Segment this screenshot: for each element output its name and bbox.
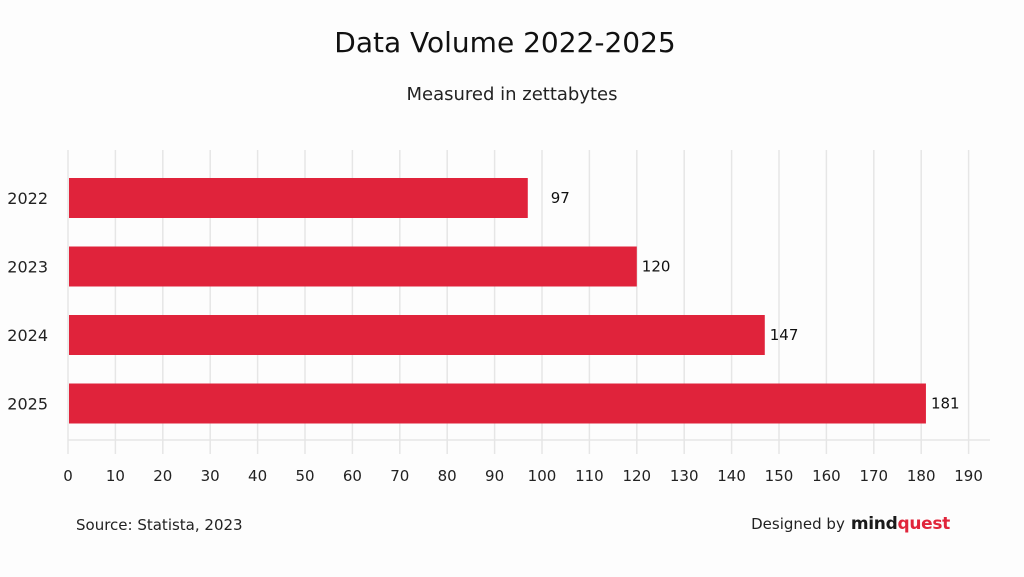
category-label: 2025	[7, 395, 48, 414]
x-tick-label: 120	[622, 467, 651, 485]
data-label: 97	[551, 189, 570, 207]
x-tick-label: 60	[343, 467, 362, 485]
y-axis-labels: 2022 2023 2024 2025	[7, 189, 48, 414]
bar	[69, 246, 637, 287]
chart-title: Data Volume 2022-2025	[334, 26, 676, 59]
x-tick-label: 0	[63, 467, 73, 485]
credit-prefix: Designed by	[751, 515, 845, 533]
x-tick-label: 150	[765, 467, 794, 485]
x-tick-label: 30	[201, 467, 220, 485]
x-tick-label: 130	[670, 467, 699, 485]
x-tick-label: 10	[106, 467, 125, 485]
x-tick-label: 160	[812, 467, 841, 485]
data-label: 120	[642, 258, 671, 276]
credit-line: Designed by mindquest	[751, 514, 950, 534]
brand-part-1: mind	[850, 514, 898, 534]
category-label: 2022	[7, 189, 48, 208]
x-tick-label: 20	[153, 467, 172, 485]
brand-logo: mindquest	[851, 514, 950, 534]
chart-subtitle: Measured in zettabytes	[406, 84, 618, 105]
data-labels: 97 120 147 181	[551, 189, 960, 413]
x-tick-label: 70	[390, 467, 409, 485]
x-axis-ticks: 0 10 20 30 40 50 60 70 80 90 100 110 120 130 140 150 160…	[63, 467, 983, 485]
x-tick-label: 140	[717, 467, 746, 485]
x-tick-label: 180	[907, 467, 936, 485]
source-note: Source: Statista, 2023	[76, 516, 243, 534]
x-tick-label: 40	[248, 467, 267, 485]
x-tick-label: 50	[295, 467, 314, 485]
brand-part-2: quest	[897, 514, 950, 534]
bar	[69, 383, 926, 424]
x-tick-label: 90	[485, 467, 504, 485]
bar	[69, 178, 528, 218]
category-label: 2024	[7, 326, 48, 345]
data-label: 181	[931, 395, 960, 413]
category-label: 2023	[7, 258, 48, 277]
x-tick-label: 190	[954, 467, 983, 485]
x-tick-label: 100	[528, 467, 557, 485]
x-tick-label: 80	[438, 467, 457, 485]
x-tick-label: 110	[575, 467, 604, 485]
x-tick-label: 170	[859, 467, 888, 485]
bars	[69, 178, 926, 424]
data-label: 147	[770, 326, 799, 344]
bar	[69, 315, 765, 355]
